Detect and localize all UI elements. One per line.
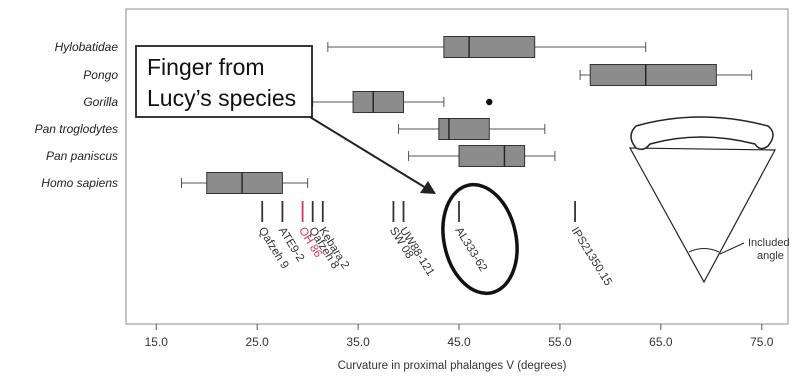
included-angle-label-1: Included (748, 237, 790, 249)
boxplot-series: Hylobatidae Pongo Gorilla Pan troglodytes Pa… (35, 36, 753, 194)
outlier-gorilla-0 (486, 98, 493, 106)
included-angle-label-2: angle (757, 250, 784, 262)
boxplot-pan-paniscus: Pan paniscus (46, 145, 556, 167)
boxplot-gorilla: Gorilla (83, 91, 493, 113)
x-axis: 15.0 25.0 35.0 45.0 55.0 65.0 75.0 Curvature in… (145, 324, 774, 372)
included-angle-diagram: Included angle (628, 116, 790, 284)
species-label-pan-troglodytes: Pan troglodytes (35, 122, 118, 136)
callout-line-2: Lucy’s species (147, 85, 296, 111)
boxplot-hylobatidae: Hylobatidae (55, 36, 647, 58)
species-label-hylobatidae: Hylobatidae (55, 40, 119, 54)
species-label-pongo: Pongo (83, 68, 118, 82)
x-tick-label-3: 45.0 (447, 335, 471, 349)
callout-box (135, 45, 313, 118)
box-pan-paniscus (458, 145, 526, 167)
al333-62-highlight-ellipse (441, 182, 519, 296)
lucy-callout: Finger from Lucy’s species (135, 45, 519, 296)
box-gorilla (352, 91, 405, 113)
species-label-pan-paniscus: Pan paniscus (46, 149, 118, 163)
callout-line-1: Finger from (147, 54, 265, 80)
box-pan-troglodytes (438, 118, 490, 140)
phalanx-bone-shape (630, 116, 774, 151)
box-homo-sapiens (206, 172, 283, 194)
x-tick-label-6: 75.0 (750, 335, 774, 349)
x-tick-label-5: 65.0 (649, 335, 673, 349)
angle-triangle (628, 147, 776, 284)
x-tick-label-2: 35.0 (346, 335, 370, 349)
angle-arc (688, 248, 720, 253)
callout-arrow-line (309, 116, 427, 189)
fossil-label-al333-62: AL333-62 (452, 225, 489, 274)
boxplot-homo-sapiens: Homo sapiens (41, 172, 309, 194)
angle-leader-line (719, 242, 745, 255)
box-hylobatidae (443, 36, 536, 58)
x-tick-label-4: 55.0 (548, 335, 572, 349)
species-label-gorilla: Gorilla (83, 95, 118, 109)
x-tick-label-0: 15.0 (145, 335, 169, 349)
plot-frame (125, 8, 789, 325)
boxplot-pan-troglodytes: Pan troglodytes (35, 118, 546, 140)
callout-arrow-head (420, 181, 436, 194)
fossil-label-ips21350-15: IPS21350.15 (569, 225, 614, 288)
x-tick-label-1: 25.0 (246, 335, 270, 349)
species-label-homo-sapiens: Homo sapiens (41, 176, 118, 190)
x-axis-title: Curvature in proximal phalanges V (degre… (338, 360, 567, 372)
box-pongo (589, 64, 717, 86)
boxplot-pongo: Pongo (83, 64, 753, 86)
